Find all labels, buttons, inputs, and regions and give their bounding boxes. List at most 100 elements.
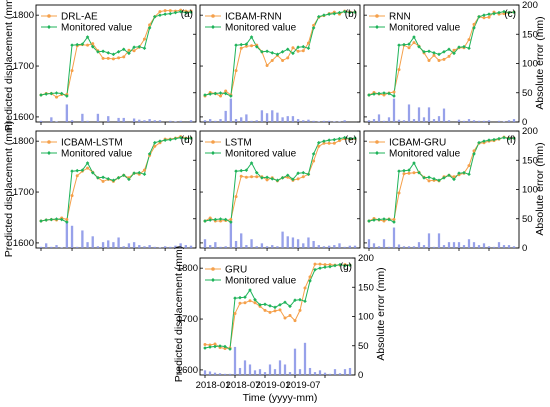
error-bar bbox=[308, 367, 312, 375]
monitored-point bbox=[303, 299, 307, 304]
monitored-point bbox=[223, 217, 228, 222]
error-bar bbox=[273, 369, 277, 375]
error-bar bbox=[228, 373, 232, 375]
monitored-point bbox=[218, 91, 223, 95]
monitored-point bbox=[265, 175, 269, 180]
monitored-point bbox=[218, 217, 223, 221]
error-bar bbox=[343, 246, 346, 248]
monitored-point bbox=[137, 44, 142, 49]
error-bar bbox=[422, 117, 426, 122]
monitored-point bbox=[417, 170, 421, 175]
monitored-point bbox=[203, 93, 207, 97]
error-bar bbox=[91, 236, 94, 248]
error-bar bbox=[377, 246, 381, 248]
monitored-point bbox=[306, 172, 311, 177]
predicted-point bbox=[91, 42, 95, 46]
monitored-point bbox=[70, 169, 74, 173]
legend-monitored-label: Monitored value bbox=[225, 149, 297, 160]
error-bar bbox=[138, 119, 141, 122]
legend-model-label: ICBAM-LSTM bbox=[61, 138, 123, 149]
error-bar bbox=[39, 246, 43, 248]
error-bar bbox=[462, 120, 466, 122]
predicted-point bbox=[293, 319, 297, 323]
error-bar bbox=[223, 373, 227, 375]
monitored-point bbox=[311, 152, 316, 156]
predicted-point bbox=[472, 22, 476, 26]
predicted-point bbox=[106, 56, 110, 60]
predicted-point bbox=[65, 218, 69, 222]
monitored-point bbox=[142, 46, 147, 51]
error-bar bbox=[260, 110, 264, 122]
error-bar bbox=[132, 242, 136, 248]
error-bar bbox=[507, 245, 511, 248]
monitored-point bbox=[213, 217, 218, 222]
legend-predicted-marker bbox=[375, 140, 379, 144]
predicted-point bbox=[203, 342, 207, 346]
error-bar bbox=[179, 120, 182, 122]
predicted-point bbox=[407, 171, 411, 175]
error-bar bbox=[367, 120, 371, 122]
error-bar bbox=[497, 120, 501, 122]
error-bar bbox=[322, 246, 326, 248]
error-bar bbox=[127, 243, 131, 248]
right-y-tick-label: 200 bbox=[522, 0, 538, 11]
predicted-point bbox=[412, 171, 416, 175]
y-tick-label: 1600 bbox=[177, 365, 198, 376]
error-bar bbox=[255, 120, 258, 122]
monitored-point bbox=[39, 93, 43, 97]
y-tick-label: 1600 bbox=[13, 112, 34, 123]
error-bar bbox=[203, 120, 207, 122]
monitored-point bbox=[442, 176, 446, 180]
error-bar bbox=[112, 242, 115, 248]
error-bar bbox=[296, 239, 300, 248]
monitored-point bbox=[322, 13, 326, 17]
right-y-tick-label: 150 bbox=[358, 282, 374, 293]
legend-monitored-marker bbox=[375, 151, 379, 155]
error-bar bbox=[512, 246, 516, 248]
monitored-point bbox=[412, 161, 416, 165]
monitored-point bbox=[90, 170, 95, 175]
monitored-point bbox=[342, 135, 347, 140]
predicted-point bbox=[402, 172, 406, 176]
monitored-point bbox=[80, 42, 85, 46]
error-bar bbox=[122, 117, 125, 122]
monitored-point bbox=[422, 176, 426, 180]
x-tick-label: 2019-01 bbox=[256, 380, 291, 391]
error-bar bbox=[462, 245, 466, 248]
predicted-point bbox=[313, 262, 317, 266]
error-bar bbox=[218, 373, 222, 375]
error-bar bbox=[229, 98, 233, 122]
predicted-point bbox=[101, 56, 105, 60]
monitored-point bbox=[233, 296, 237, 300]
error-bar bbox=[343, 369, 347, 375]
predicted-point bbox=[111, 57, 115, 61]
monitored-point bbox=[253, 297, 257, 302]
predicted-point bbox=[239, 46, 243, 50]
predicted-point bbox=[427, 179, 431, 183]
predicted-point bbox=[158, 10, 162, 14]
plot-frame bbox=[363, 4, 520, 123]
error-bar bbox=[203, 239, 207, 248]
error-bar bbox=[255, 246, 258, 248]
monitored-point bbox=[49, 91, 54, 96]
predicted-point bbox=[296, 49, 300, 53]
monitored-point bbox=[285, 47, 290, 52]
monitored-point bbox=[382, 217, 386, 221]
error-bar bbox=[422, 245, 426, 248]
predicted-point bbox=[270, 58, 274, 62]
right-y-tick-label: 50 bbox=[358, 341, 369, 352]
monitored-point bbox=[507, 136, 511, 141]
monitored-point bbox=[328, 264, 332, 269]
monitored-point bbox=[288, 304, 292, 309]
error-bar bbox=[248, 364, 252, 375]
monitored-point bbox=[168, 137, 173, 142]
monitored-point bbox=[392, 94, 396, 98]
monitored-point bbox=[437, 178, 441, 183]
error-bar bbox=[143, 120, 146, 122]
predicted-point bbox=[298, 308, 302, 312]
error-bar bbox=[45, 243, 48, 248]
error-bar bbox=[291, 116, 295, 122]
error-bar bbox=[243, 360, 247, 375]
